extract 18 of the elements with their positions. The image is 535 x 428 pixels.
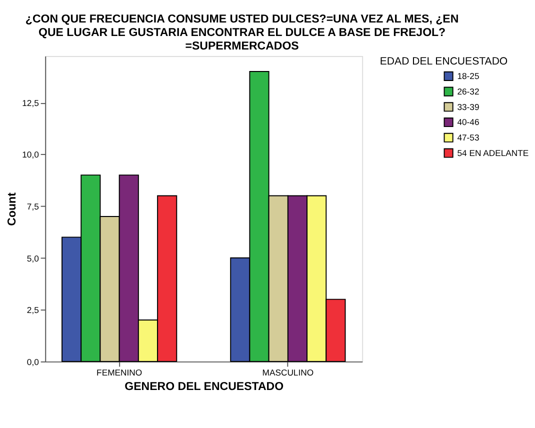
chart-title: ¿CON QUE FRECUENCIA CONSUME USTED DULCES?=UNA VEZ AL MES, ¿EN QUE LUGAR LE GUSTARIA ENCONTRAR EL DULCE A BASE DE FREJOL? =SUPERMERCADOS bbox=[25, 13, 459, 52]
legend-label: 26-32 bbox=[457, 86, 480, 96]
y-tick-label: 0,0 bbox=[26, 356, 40, 367]
legend-label: 47-53 bbox=[457, 132, 480, 143]
legend-label: 18-25 bbox=[457, 71, 480, 82]
y-axis-title: Count bbox=[6, 192, 18, 226]
y-tick-label: 7,5 bbox=[26, 201, 40, 212]
y-tick-label: 12,5 bbox=[22, 98, 40, 108]
y-tick-label: 5,0 bbox=[26, 253, 40, 264]
y-tick-label: 10,0 bbox=[22, 150, 40, 160]
legend-label: 33-39 bbox=[457, 102, 480, 112]
x-tick-label: MASCULINO bbox=[262, 367, 314, 378]
x-tick-label: FEMENINO bbox=[96, 367, 142, 378]
legend-label: 54 EN ADELANTE bbox=[457, 148, 529, 158]
y-tick-label: 2,5 bbox=[26, 305, 40, 316]
legend-title: EDAD DEL ENCUESTADO bbox=[380, 56, 508, 68]
x-axis-title: GENERO DEL ENCUESTADO bbox=[124, 380, 284, 393]
legend-label: 40-46 bbox=[457, 117, 480, 128]
